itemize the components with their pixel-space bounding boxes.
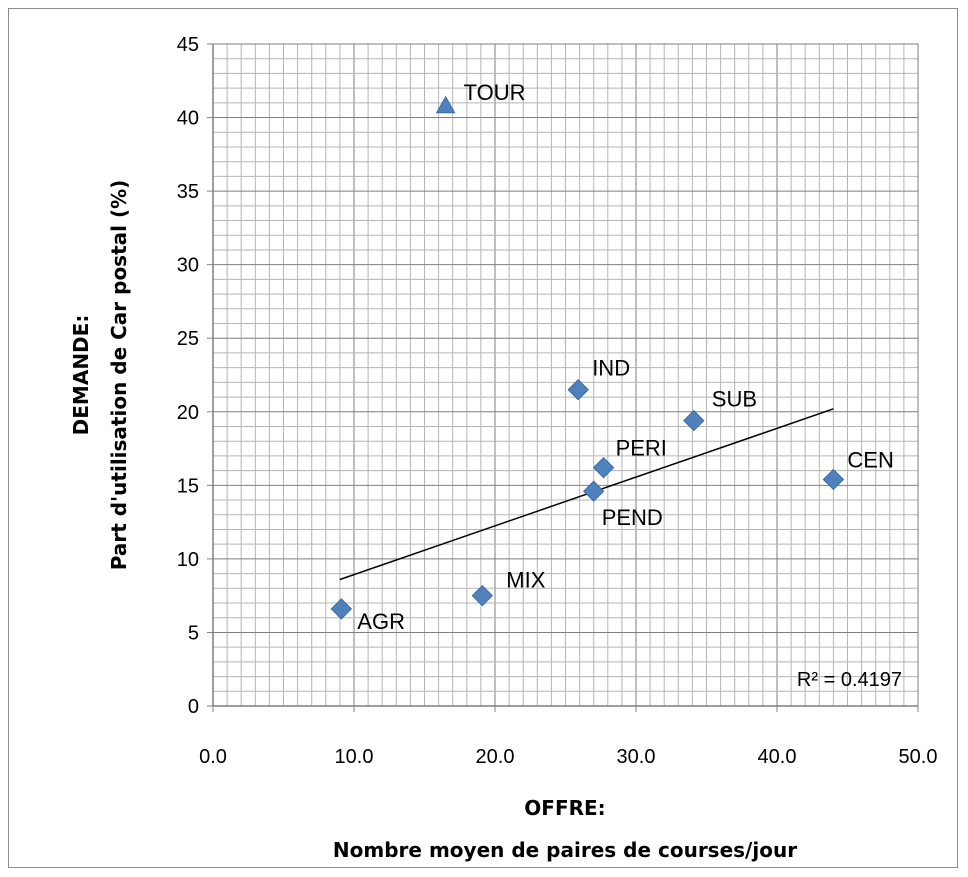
y-tick-label: 30 [177,255,199,277]
data-point-sub [683,409,705,432]
chart-frame [8,8,958,868]
data-point-agr [330,598,353,620]
y-tick-label: 45 [177,34,199,56]
data-point-ind [567,379,589,401]
data-label-peri: PERI [616,436,667,461]
x-tick-label: 40.0 [758,746,797,768]
y-tick-label: 20 [177,402,199,424]
x-tick-label: 10.0 [335,746,374,768]
y-axis-title-line2: Part d'utilisation de Car postal (%) [107,180,131,571]
data-label-tour: TOUR [464,80,526,105]
y-tick-label: 40 [177,108,199,130]
x-tick-label: 20.0 [476,746,515,768]
data-label-cen: CEN [847,447,893,472]
x-tick-label: 30.0 [617,746,656,768]
x-axis-title-line1: OFFRE: [524,796,605,820]
data-point-peri [592,456,615,479]
data-point-pend [582,480,605,502]
data-label-ind: IND [592,356,630,381]
x-tick-label: 50.0 [899,746,938,768]
y-tick-label: 25 [177,328,199,350]
r-squared-label: R² = 0.4197 [797,669,902,691]
data-label-agr: AGR [357,609,405,634]
y-tick-label: 5 [188,622,199,644]
y-tick-label: 0 [188,696,199,718]
y-tick-label: 15 [177,475,199,497]
y-axis-title-line1: DEMANDE: [69,315,93,436]
data-point-tour [435,95,456,114]
y-tick-label: 35 [177,181,199,203]
y-tick-label: 10 [177,549,199,571]
x-axis-title-line2: Nombre moyen de paires de courses/jour [333,838,797,862]
data-point-cen [822,468,845,491]
data-point-mix [471,584,494,607]
data-label-mix: MIX [506,568,545,593]
x-tick-label: 0.0 [199,746,227,768]
data-label-pend: PEND [602,505,663,530]
data-label-sub: SUB [712,387,757,412]
